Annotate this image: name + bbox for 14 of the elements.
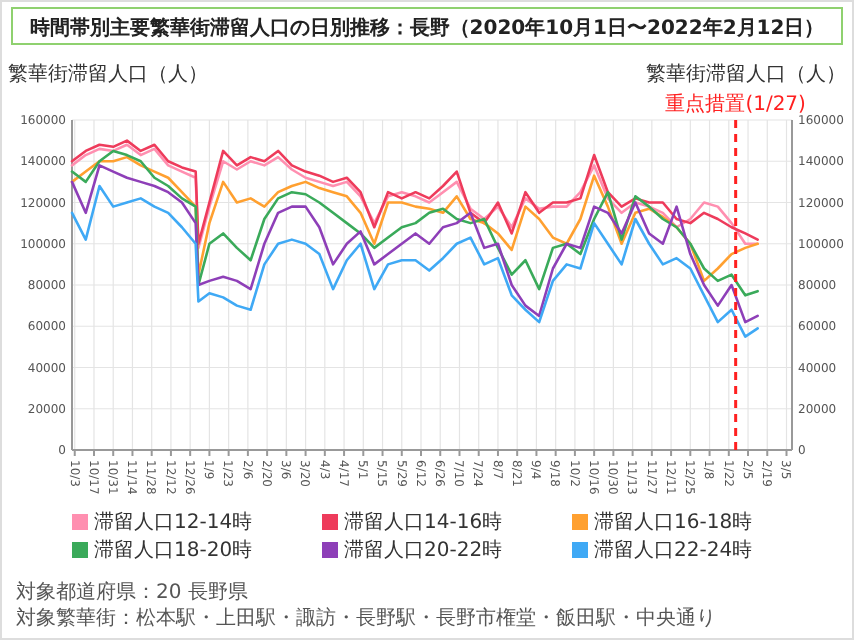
legend-label: 滞留人口14-16時 bbox=[344, 510, 503, 534]
legend-label: 滞留人口18-20時 bbox=[94, 538, 253, 562]
chart-title: 時間帯別主要繁華街滞留人口の日別推移：長野（2020年10月1日〜2022年2月12日） bbox=[29, 16, 825, 40]
line-series bbox=[70, 164, 759, 324]
y-axis-title: 繁華街滞留人口（人） bbox=[8, 62, 208, 86]
y2-axis-title: 繁華街滞留人口（人） bbox=[646, 62, 846, 86]
legend-label: 滞留人口20-22時 bbox=[344, 538, 503, 562]
text: 対象都道府県：20 長野県 bbox=[16, 580, 248, 604]
legend-label: 滞留人口12-14時 bbox=[94, 510, 253, 534]
text: 対象繁華街：松本駅・上田駅・諏訪・長野駅・長野市権堂・飯田駅・中央通り bbox=[16, 606, 716, 630]
legend-label: 滞留人口16-18時 bbox=[594, 510, 753, 534]
line-series bbox=[70, 184, 759, 338]
legend-label: 滞留人口22-24時 bbox=[594, 538, 753, 562]
ref-line-label: 重点措置(1/27) bbox=[665, 92, 807, 116]
